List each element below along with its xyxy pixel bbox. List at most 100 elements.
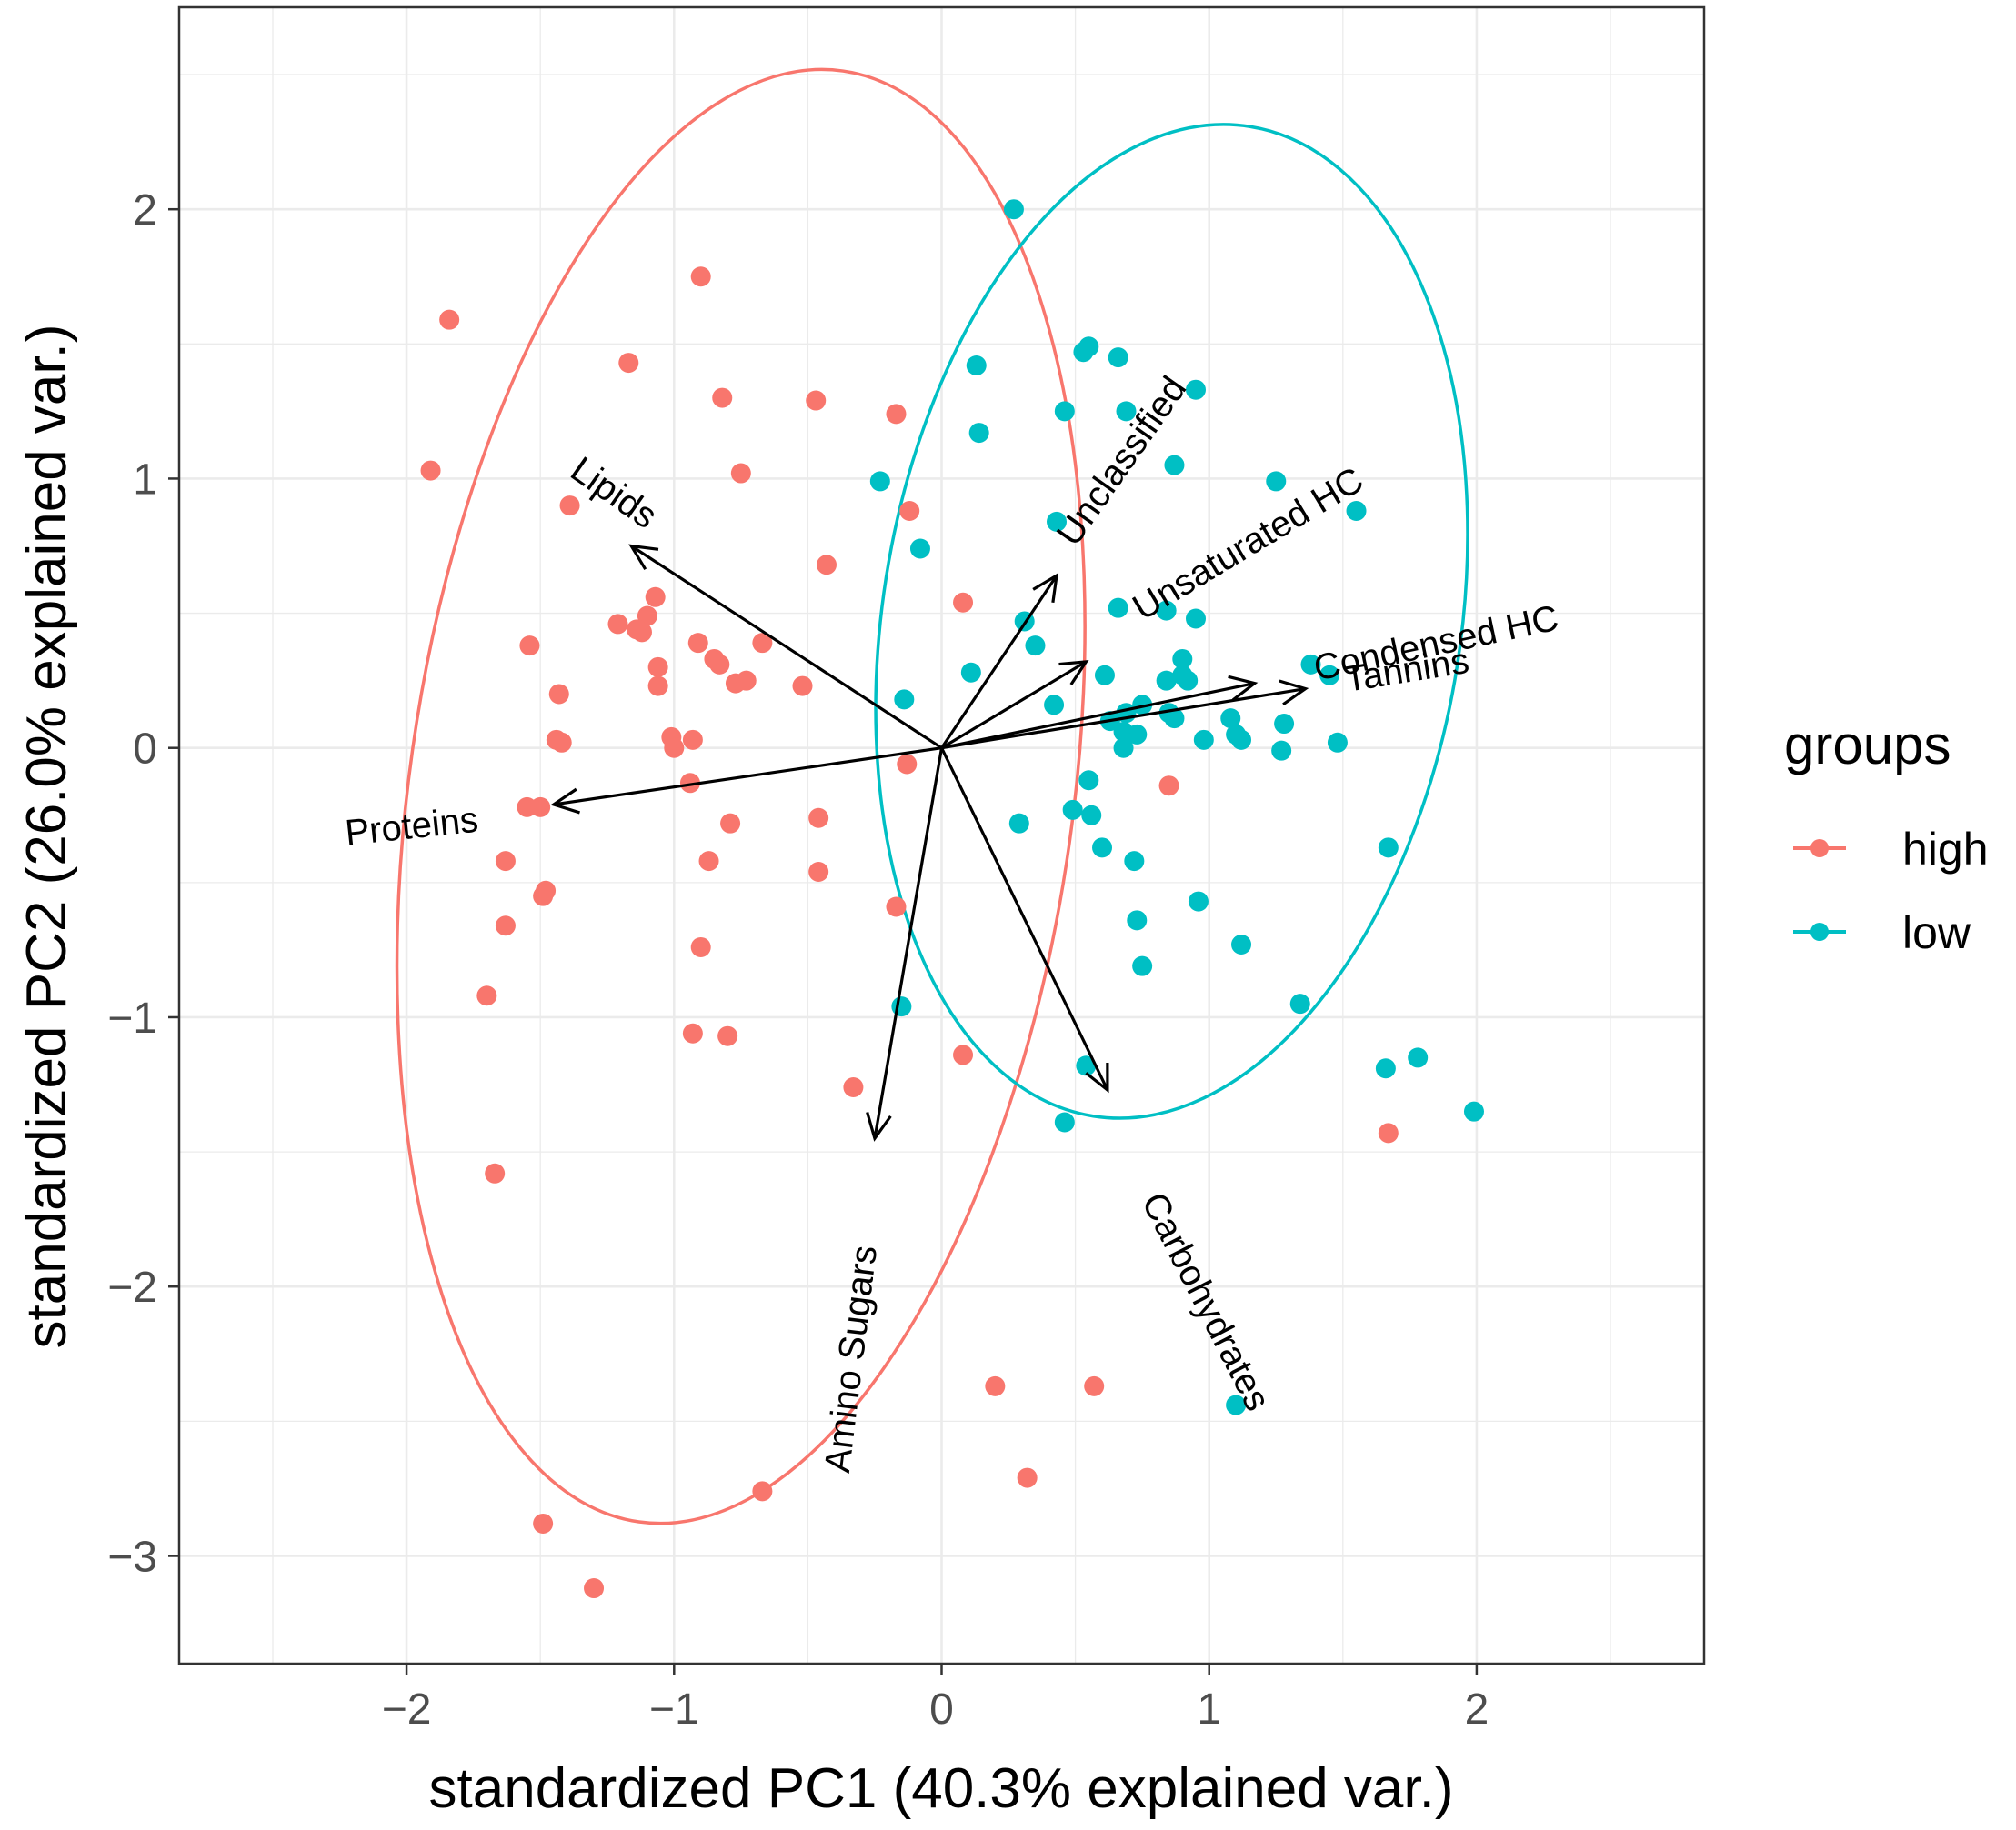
y-tick-label: 1: [133, 455, 157, 504]
point-low: [1188, 891, 1209, 912]
legend-label-high: high: [1902, 824, 1989, 875]
point-high: [682, 1023, 703, 1044]
point-low: [1156, 670, 1177, 691]
point-high: [720, 813, 741, 834]
point-high: [808, 807, 829, 828]
point-low: [1116, 401, 1137, 422]
loading-arrow-unclassified: [940, 575, 1058, 749]
loading-arrow-carbohydrates: [940, 747, 1109, 1091]
point-high: [495, 915, 516, 936]
point-low: [1327, 732, 1348, 753]
point-low: [1375, 1058, 1396, 1079]
legend-key-point-low: [1810, 923, 1829, 941]
point-high: [886, 896, 907, 917]
point-low: [1231, 934, 1252, 955]
point-low: [1178, 670, 1199, 691]
point-low: [1044, 695, 1065, 715]
point-low: [1156, 600, 1177, 621]
point-low: [966, 355, 987, 376]
point-high: [712, 387, 733, 408]
x-tick-label: 2: [1465, 1685, 1489, 1734]
point-low: [960, 662, 981, 683]
legend: groups high low: [1784, 715, 1989, 958]
confidence-ellipses: [395, 67, 1469, 1525]
point-high: [1378, 1123, 1399, 1144]
point-high: [816, 555, 837, 575]
point-high: [530, 796, 551, 817]
point-high: [843, 1077, 864, 1098]
point-high: [690, 266, 711, 287]
y-tick-label: 0: [133, 725, 157, 774]
y-tick-label: 2: [133, 186, 157, 235]
y-tick-label: −3: [107, 1533, 157, 1581]
point-high: [698, 851, 719, 872]
y-tick-label: −1: [107, 995, 157, 1043]
point-high: [709, 654, 730, 675]
point-high: [1017, 1467, 1038, 1488]
point-high: [792, 675, 813, 696]
point-low: [1300, 654, 1321, 675]
point-high: [808, 861, 829, 882]
point-low: [1092, 837, 1113, 858]
point-high: [476, 985, 497, 1006]
point-high: [607, 614, 628, 635]
point-low: [1220, 708, 1241, 729]
point-low: [1025, 635, 1046, 656]
x-tick-label: −2: [382, 1685, 432, 1734]
loading-arrow-unsaturated-hc: [940, 660, 1088, 750]
point-high: [985, 1375, 1006, 1396]
x-tick-label: 1: [1197, 1685, 1221, 1734]
point-low: [1193, 729, 1214, 750]
loading-arrowhead-carbohydrates: [1085, 1062, 1109, 1094]
point-low: [1271, 740, 1292, 761]
point-high: [736, 670, 757, 691]
point-low: [1132, 695, 1153, 715]
loading-arrowhead-amino-sugars: [866, 1112, 892, 1142]
point-high: [953, 592, 974, 613]
loading-arrow-condensed-hc: [941, 682, 1256, 750]
loading-arrow-lipids: [630, 545, 943, 750]
loading-arrow-tannins: [941, 686, 1306, 750]
point-low: [1008, 813, 1029, 834]
point-high: [687, 633, 708, 654]
legend-label-low: low: [1902, 907, 1971, 958]
point-low: [1378, 837, 1399, 858]
point-high: [717, 1025, 738, 1046]
point-low: [891, 996, 912, 1017]
point-low: [1076, 1055, 1097, 1076]
loading-arrowhead-condensed-hc: [1228, 675, 1259, 702]
point-high: [1158, 775, 1179, 796]
point-low: [1073, 342, 1094, 363]
point-high: [647, 675, 668, 696]
point-high: [752, 1481, 773, 1502]
loading-arrowhead-unclassified: [1032, 573, 1059, 604]
legend-title: groups: [1784, 715, 1951, 775]
loading-arrow-amino-sugars: [873, 747, 944, 1139]
point-high: [806, 390, 827, 411]
data-points: [420, 199, 1484, 1599]
point-high: [584, 1578, 605, 1599]
point-low: [1113, 737, 1134, 758]
point-high: [647, 656, 668, 677]
point-low: [1266, 471, 1287, 492]
point-high: [631, 622, 652, 643]
point-low: [1054, 401, 1075, 422]
x-tick-label: 0: [929, 1685, 954, 1734]
point-low: [1003, 199, 1024, 220]
point-low: [1108, 597, 1128, 618]
y-tick-label: −2: [107, 1264, 157, 1312]
point-high: [533, 885, 554, 906]
point-low: [1127, 724, 1148, 745]
point-low: [1164, 708, 1185, 729]
loading-arrow-proteins: [553, 746, 942, 806]
point-low: [1346, 501, 1367, 522]
x-axis-title: standardized PC1 (40.3% explained var.): [429, 1757, 1454, 1820]
x-tick-label: −1: [649, 1685, 699, 1734]
point-low: [1463, 1101, 1484, 1122]
axis-ticks: −2 −1 0 1 2 −3 −2 −1 0 1 2: [107, 186, 1489, 1734]
point-high: [548, 684, 569, 705]
point-high: [953, 1045, 974, 1065]
loading-arrowhead-unsaturated-hc: [1058, 660, 1089, 685]
loading-arrowhead-tannins: [1279, 679, 1309, 706]
point-high: [730, 463, 751, 484]
